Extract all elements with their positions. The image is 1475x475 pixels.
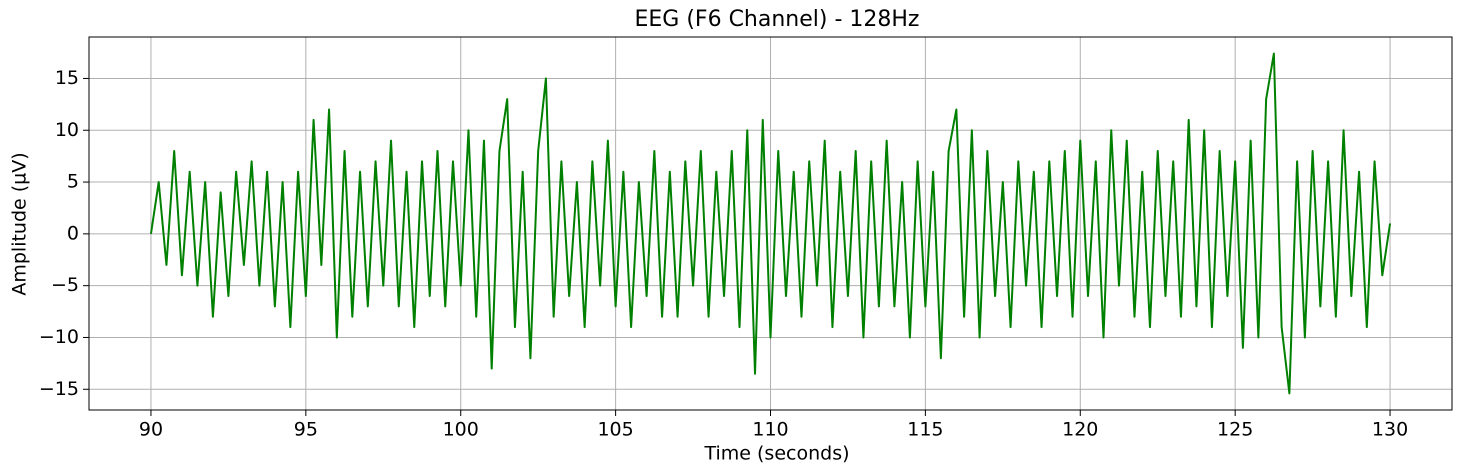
x-tick-label: 105 [597,419,633,441]
y-tick-label: 5 [67,171,79,193]
x-tick-label: 110 [752,419,788,441]
plot-frame [88,36,1453,411]
x-tick-label: 125 [1217,419,1253,441]
x-tick-label: 95 [294,419,318,441]
y-tick-label: 15 [55,67,79,89]
y-tick-label: −10 [39,326,79,348]
x-tick-label: 130 [1372,419,1408,441]
x-axis-label: Time (seconds) [703,443,849,465]
signal-line [149,52,1392,395]
y-tick-label: 0 [67,222,79,244]
y-axis-label: Amplitude (µV) [9,152,31,295]
x-tick-label: 100 [443,419,479,441]
x-tick-label: 115 [907,419,943,441]
x-tick-label: 90 [139,419,163,441]
y-tick-label: −15 [39,378,79,400]
x-tick-label: 120 [1062,419,1098,441]
chart-title: EEG (F6 Channel) - 128Hz [635,7,920,32]
y-tick-label: −5 [51,274,79,296]
y-tick-label: 10 [55,119,79,141]
